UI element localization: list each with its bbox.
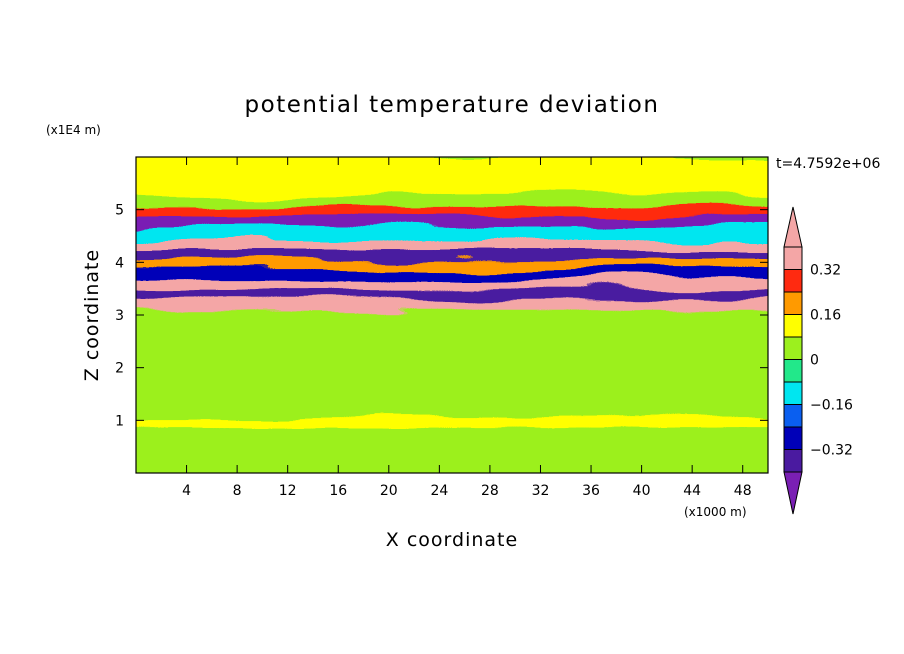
colorbar-box [783, 314, 803, 338]
time-label: t=4.7592e+06 [776, 156, 880, 172]
y-tick-label: 5 [115, 203, 124, 219]
x-unit-label: (x1000 m) [684, 505, 747, 519]
x-tick-label: 12 [279, 483, 297, 499]
contour-bands [136, 157, 768, 473]
colorbar-extend-min [783, 471, 803, 515]
x-tick-label: 4 [182, 483, 191, 499]
x-tick-label: 32 [532, 483, 550, 499]
colorbar-extend-max [783, 206, 803, 248]
colorbar-label: 0.32 [810, 263, 841, 279]
colorbar-label: −0.16 [810, 398, 853, 414]
x-tick-label: 8 [233, 483, 242, 499]
contour-band [136, 157, 768, 196]
colorbar-box [783, 246, 803, 270]
colorbar-box [783, 359, 803, 383]
y-tick-label: 2 [115, 361, 124, 377]
x-axis: 4 8 12 16 20 24 28 32 36 40 44 48 [182, 157, 752, 499]
y-tick-label: 3 [115, 308, 124, 324]
colorbar-label: 0.16 [810, 308, 841, 324]
colorbar-label: −0.32 [810, 443, 853, 459]
colorbar-box [783, 291, 803, 315]
contour-band [136, 307, 768, 418]
x-tick-label: 36 [582, 483, 600, 499]
colorbar: 0.32 0.16 0 −0.16 −0.32 [783, 206, 853, 515]
colorbar-box [783, 269, 803, 293]
chart-title: potential temperature deviation [245, 92, 660, 118]
colorbar-box [783, 404, 803, 428]
y-tick-label: 1 [115, 413, 124, 429]
x-axis-label: X coordinate [386, 529, 518, 551]
x-tick-label: 44 [683, 483, 701, 499]
colorbar-box [783, 449, 803, 473]
colorbar-box [783, 336, 803, 360]
y-axis-label: Z coordinate [81, 249, 103, 381]
x-tick-label: 20 [380, 483, 398, 499]
y-axis: 1 2 3 4 5 [115, 203, 768, 429]
colorbar-box [783, 426, 803, 450]
x-tick-label: 40 [633, 483, 651, 499]
colorbar-box [783, 381, 803, 405]
y-unit-label: (x1E4 m) [46, 123, 101, 137]
x-tick-label: 16 [329, 483, 347, 499]
y-tick-label: 4 [115, 255, 124, 271]
x-tick-label: 24 [430, 483, 448, 499]
colorbar-label: 0 [810, 353, 819, 369]
contour-band [136, 423, 768, 473]
plot-area [136, 157, 768, 473]
x-tick-label: 48 [734, 483, 752, 499]
x-tick-label: 28 [481, 483, 499, 499]
